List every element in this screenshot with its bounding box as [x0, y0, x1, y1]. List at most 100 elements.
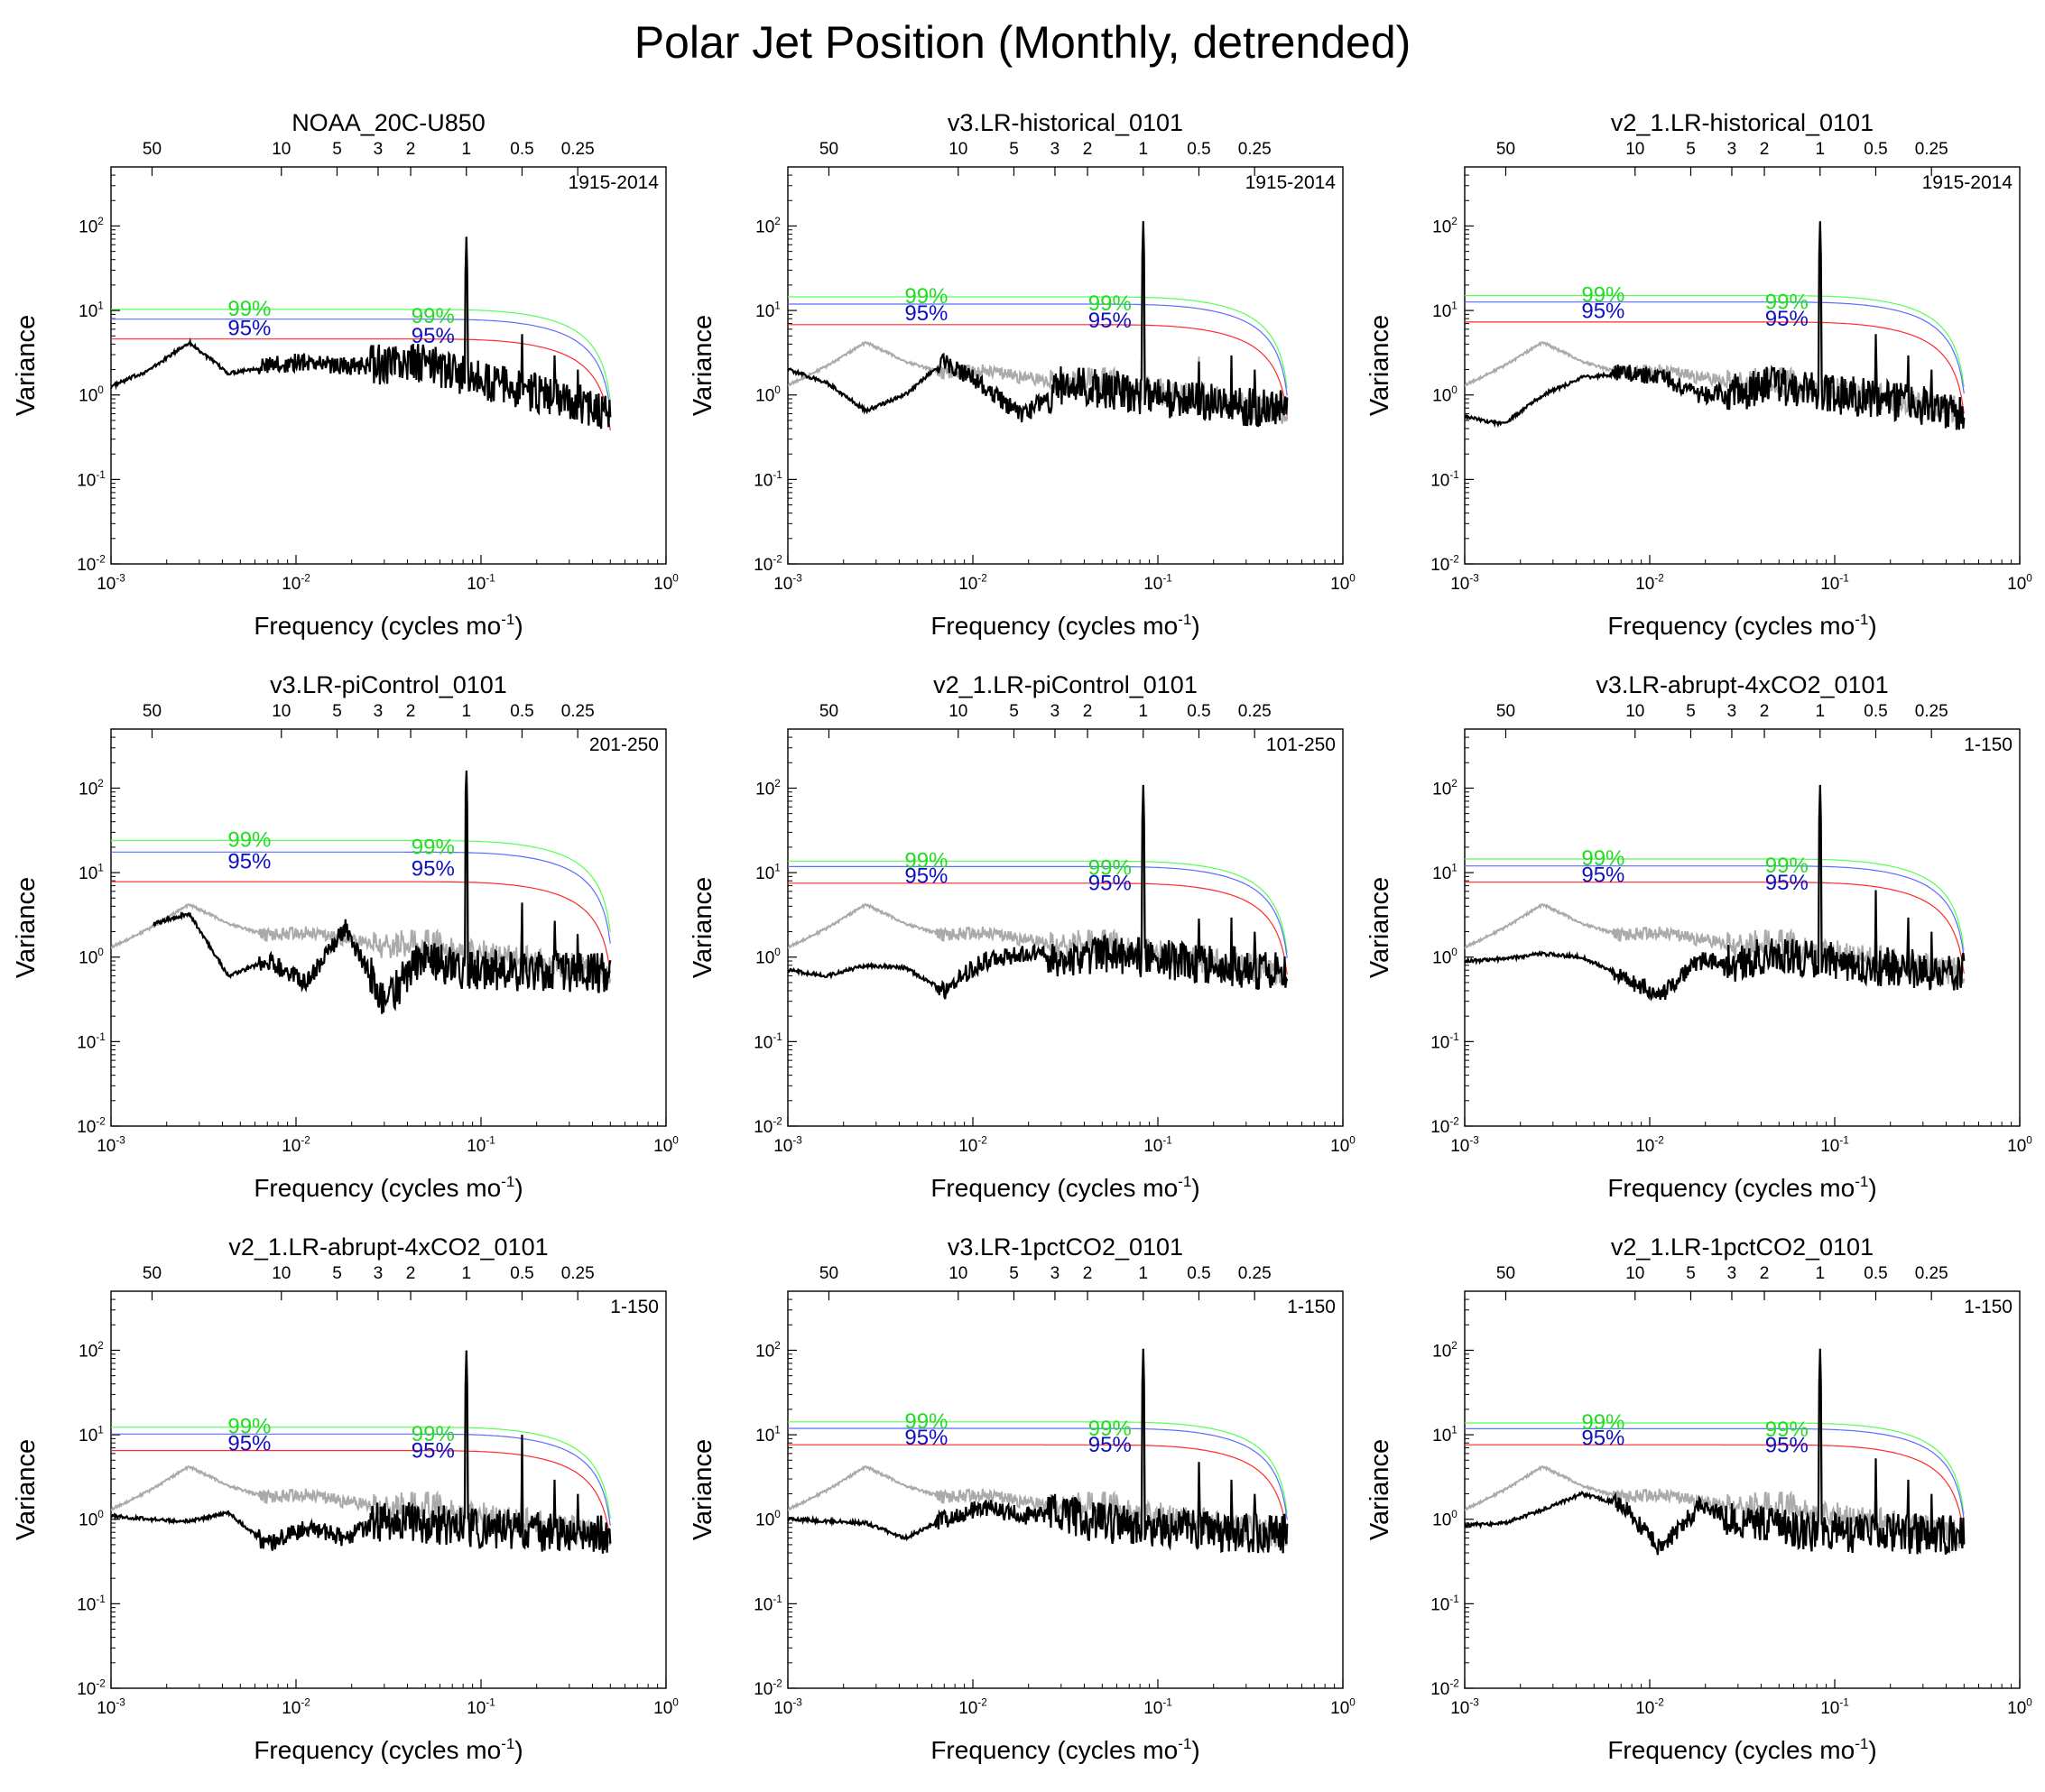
- sig99-label: 99%: [1765, 1418, 1809, 1442]
- period-label: 1915-2014: [1922, 172, 2013, 193]
- red-noise-line: [788, 1444, 1288, 1537]
- sig95-line: [1465, 1427, 1965, 1520]
- y-tick-label: 101: [755, 863, 781, 884]
- red-noise-line: [1465, 1444, 1965, 1537]
- spectrum-line: [788, 221, 1289, 428]
- red-noise-line: [1465, 882, 1965, 975]
- period-tick-label: 0.5: [1864, 140, 1887, 159]
- period-label: 101-250: [1266, 734, 1336, 755]
- y-tick-label: 101: [1432, 863, 1457, 884]
- x-tick-label: 10-3: [1450, 1696, 1479, 1718]
- y-axis-label: Variance: [689, 315, 717, 416]
- period-tick-label: 2: [406, 140, 416, 159]
- period-tick-label: 0.5: [1187, 140, 1210, 159]
- sig95-label: 95%: [412, 324, 455, 348]
- period-label: 1-150: [1964, 1297, 2013, 1317]
- plot-frame: [110, 728, 667, 1127]
- period-tick-label: 10: [948, 1264, 967, 1283]
- y-tick-label: 102: [79, 1340, 104, 1362]
- period-tick-label: 3: [374, 140, 384, 159]
- period-tick-label: 5: [1686, 1264, 1696, 1283]
- period-tick-label: 50: [1496, 140, 1515, 159]
- sig95-line: [111, 319, 611, 411]
- x-tick-label: 10-3: [773, 572, 802, 594]
- y-tick-label: 10-2: [754, 1677, 782, 1699]
- period-tick-label: 5: [1686, 702, 1696, 721]
- period-tick-label: 50: [143, 140, 162, 159]
- y-tick-label: 100: [755, 947, 781, 968]
- subplot-title: v2_1.LR-historical_0101: [1611, 109, 1874, 136]
- sig95-label: 95%: [1581, 300, 1624, 324]
- reference-spectrum-line: [111, 1383, 612, 1548]
- sig95-label: 95%: [1765, 1433, 1809, 1457]
- subplot-title: v3.LR-1pctCO2_0101: [948, 1233, 1183, 1261]
- plot-area: [1465, 784, 1966, 1002]
- spectrum-line: [788, 784, 1289, 1000]
- y-tick-label: 101: [755, 1425, 781, 1446]
- y-tick-label: 10-1: [77, 469, 106, 491]
- red-noise-line: [111, 881, 611, 974]
- period-tick-label: 10: [1625, 140, 1644, 159]
- reference-spectrum-line: [788, 1383, 1289, 1548]
- y-axis-label: Variance: [1365, 877, 1394, 978]
- period-tick-label: 0.5: [510, 140, 533, 159]
- plot-area: [788, 784, 1289, 1000]
- period-tick-label: 50: [1496, 1264, 1515, 1283]
- y-tick-label: 100: [79, 947, 104, 968]
- period-tick-label: 1: [1815, 1264, 1825, 1283]
- sig99-label: 99%: [227, 297, 271, 321]
- sig95-line: [788, 1427, 1288, 1520]
- period-tick-label: 5: [332, 702, 342, 721]
- sig99-line: [788, 296, 1288, 389]
- x-tick-label: 10-3: [773, 1696, 802, 1718]
- y-tick-label: 100: [755, 1509, 781, 1530]
- sig99-label: 99%: [1581, 283, 1624, 308]
- period-tick-label: 50: [1496, 702, 1515, 721]
- x-axis-label: Frequency (cycles mo-1): [930, 611, 1199, 640]
- sig95-line: [111, 1433, 611, 1526]
- y-tick-label: 10-2: [754, 1115, 782, 1137]
- y-tick-label: 10-2: [1430, 1115, 1459, 1137]
- x-tick-label: 10-1: [1143, 1696, 1172, 1718]
- sig95-label: 95%: [1765, 871, 1809, 895]
- y-tick-label: 102: [1432, 216, 1457, 237]
- y-tick-label: 10-2: [754, 553, 782, 575]
- plot-area: [1465, 221, 1966, 430]
- spectrum-line: [153, 770, 612, 1014]
- sig95-line: [788, 303, 1288, 396]
- period-tick-label: 3: [1727, 702, 1737, 721]
- sig95-label: 95%: [227, 849, 271, 873]
- period-tick-label: 3: [1727, 1264, 1737, 1283]
- y-tick-label: 100: [755, 384, 781, 406]
- red-noise-line: [1465, 321, 1965, 414]
- plot-area: [111, 236, 612, 431]
- sig99-label: 99%: [412, 304, 455, 328]
- period-tick-label: 2: [406, 702, 416, 721]
- period-tick-label: 2: [1083, 140, 1093, 159]
- sig95-label: 95%: [1088, 309, 1132, 333]
- period-tick-label: 2: [1760, 140, 1770, 159]
- x-axis-label: Frequency (cycles mo-1): [254, 611, 523, 640]
- y-axis-label: Variance: [12, 315, 41, 416]
- y-tick-label: 101: [1432, 300, 1457, 322]
- sig95-label: 95%: [904, 301, 948, 326]
- x-tick-label: 100: [1330, 572, 1356, 594]
- period-tick-label: 5: [1009, 140, 1019, 159]
- sig95-label: 95%: [1581, 1426, 1624, 1450]
- plot-frame: [110, 166, 667, 565]
- plot-frame: [787, 166, 1344, 565]
- x-tick-label: 10-3: [97, 572, 125, 594]
- period-tick-label: 10: [948, 140, 967, 159]
- period-tick-label: 50: [819, 1264, 838, 1283]
- sig99-label: 99%: [904, 1409, 948, 1434]
- sig99-line: [1465, 858, 1965, 951]
- y-tick-label: 102: [79, 216, 104, 237]
- y-tick-label: 10-1: [754, 469, 782, 491]
- y-tick-label: 10-2: [77, 1115, 106, 1137]
